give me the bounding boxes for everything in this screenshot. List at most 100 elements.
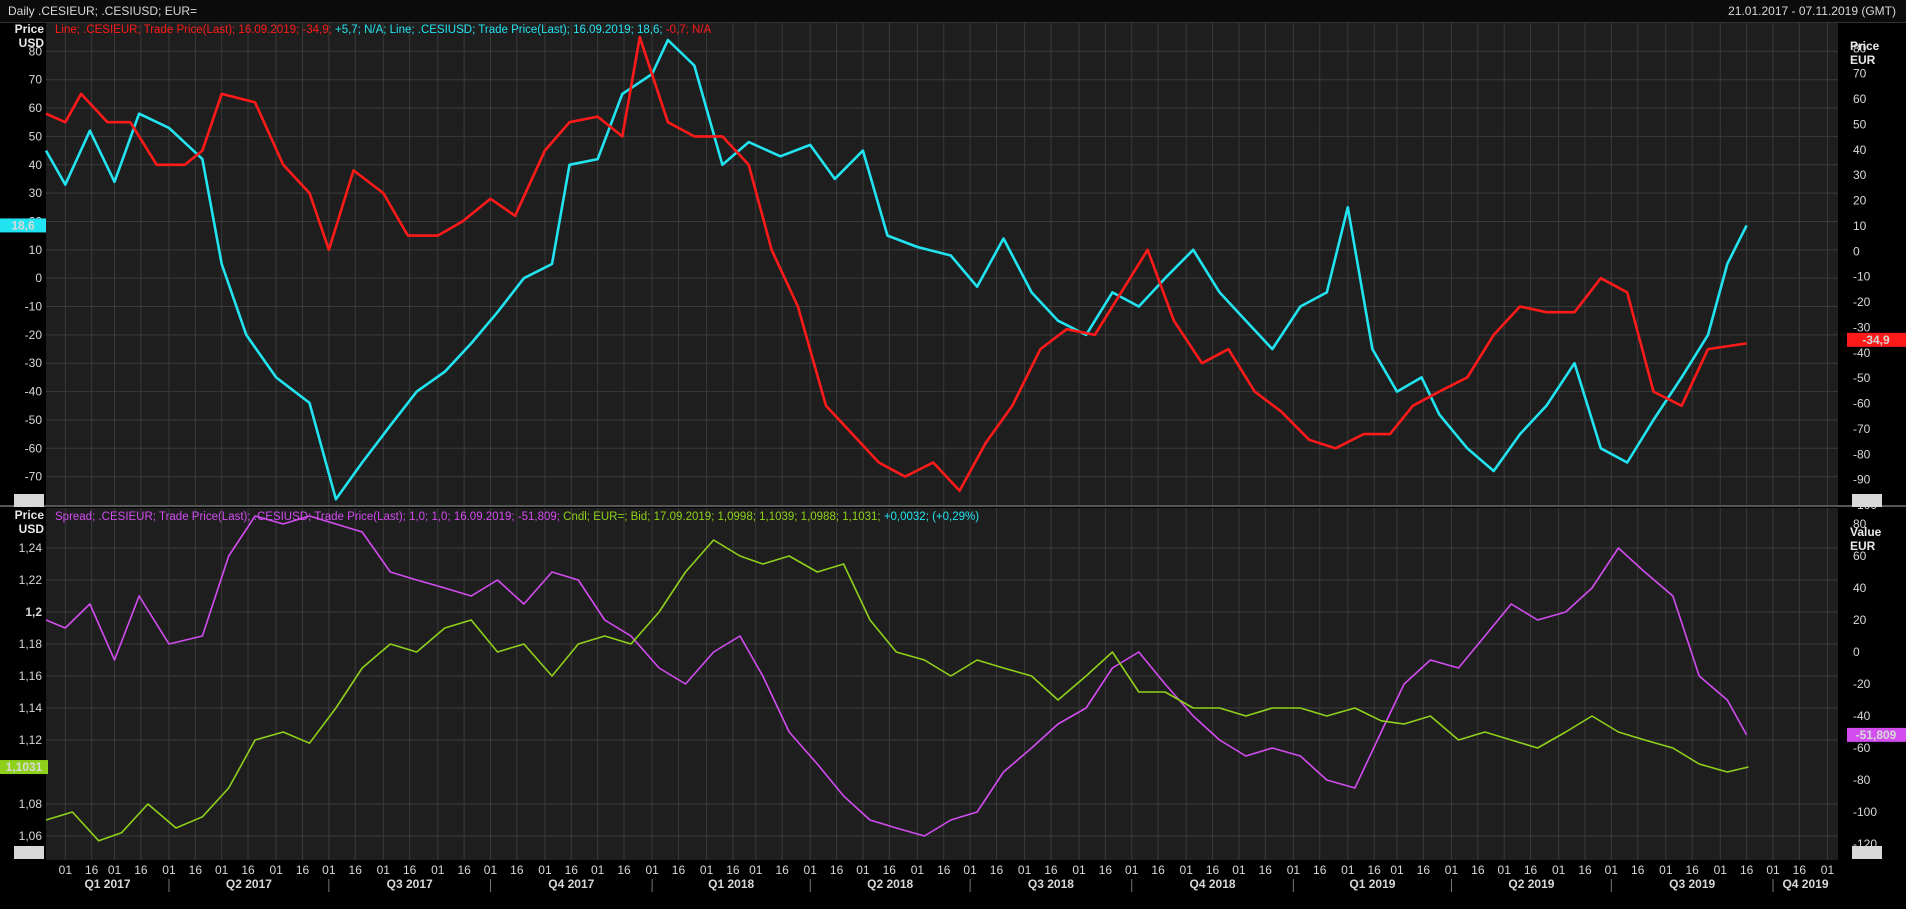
- x-tick-label: 16: [1740, 863, 1754, 877]
- top-legend-part: -34,9: [302, 24, 328, 36]
- x-tick-label: 16: [1259, 863, 1273, 877]
- top-right-y-tick-label: -80: [1853, 447, 1871, 461]
- x-tick-label: 16: [1368, 863, 1382, 877]
- bottom-left-y-tick-label: 1,22: [19, 573, 43, 587]
- top-right-y-tick-label: -70: [1853, 422, 1871, 436]
- top-right-y-tick-label: 0: [1853, 244, 1860, 258]
- x-tick-label: 01: [377, 863, 391, 877]
- bottom-left-y-tick-label: 1,16: [19, 669, 43, 683]
- top-legend-part: -0,7; N/A: [666, 24, 712, 36]
- x-tick-label: 16: [1099, 863, 1113, 877]
- top-left-y-tick-label: 60: [29, 101, 43, 115]
- series-line-spreadcesieurcesiusd[interactable]: [45, 515, 1748, 837]
- bottom-left-y-tick-label: 1,14: [19, 701, 43, 715]
- bottom-right-auto-button[interactable]: [1852, 846, 1882, 859]
- top-left-y-tick-label: 50: [29, 129, 43, 143]
- top-right-y-tick-label: 60: [1853, 92, 1867, 106]
- x-tick-label: 16: [349, 863, 363, 877]
- top-right-y-tick-label: 20: [1853, 194, 1867, 208]
- top-panel-plot-area: [46, 23, 1838, 505]
- top-left-y-tick-label: 0: [35, 271, 42, 285]
- x-tick-label: 01: [1072, 863, 1086, 877]
- x-tick-label: 16: [189, 863, 203, 877]
- bottom-left-last-value-label: 1,1031: [6, 760, 43, 774]
- x-tick-label: 01: [911, 863, 925, 877]
- x-tick-label: 16: [134, 863, 148, 877]
- top-left-y-tick-label: -30: [25, 356, 43, 370]
- x-tick-label: 01: [162, 863, 176, 877]
- bottom-left-last-value-flag: [0, 760, 48, 775]
- bottom-left-axis-title: Price: [15, 508, 45, 522]
- x-tick-label: 01: [1714, 863, 1728, 877]
- x-tick-label: 16: [1044, 863, 1058, 877]
- top-left-y-tick-label: 80: [29, 44, 43, 58]
- quarter-label: Q3 2018: [1028, 877, 1074, 891]
- x-tick-label: 16: [1686, 863, 1700, 877]
- x-tick-label: 01: [963, 863, 977, 877]
- x-tick-label: 01: [1018, 863, 1032, 877]
- top-right-y-tick-label: -20: [1853, 295, 1871, 309]
- bottom-right-y-tick-label: 60: [1853, 549, 1867, 563]
- top-left-y-tick-label: -70: [25, 470, 43, 484]
- bottom-right-y-tick-label: -100: [1853, 805, 1877, 819]
- x-tick-label: 16: [457, 863, 471, 877]
- top-left-y-tick-label: -10: [25, 300, 43, 314]
- x-tick-label: 01: [215, 863, 229, 877]
- x-tick-label: 01: [1498, 863, 1512, 877]
- top-right-axis-unit: EUR: [1850, 53, 1876, 67]
- quarter-label: Q1 2019: [1349, 877, 1395, 891]
- bottom-right-axis-unit: EUR: [1850, 539, 1876, 553]
- x-tick-label: 16: [1417, 863, 1431, 877]
- series-line-eur[interactable]: [45, 539, 1749, 842]
- top-left-y-tick-label: -40: [25, 385, 43, 399]
- top-right-axis-title: Price: [1850, 39, 1880, 53]
- bottom-right-y-tick-label: -60: [1853, 741, 1871, 755]
- bottom-left-y-tick-label: 1,24: [19, 541, 43, 555]
- x-tick-label: 16: [241, 863, 255, 877]
- bottom-left-y-tick-label: 1,08: [19, 797, 43, 811]
- x-tick-label: 16: [1471, 863, 1485, 877]
- top-left-y-tick-label: -60: [25, 441, 43, 455]
- x-tick-label: 01: [856, 863, 870, 877]
- quarter-label: Q2 2017: [226, 877, 272, 891]
- bottom-right-last-value-flag: [1847, 727, 1906, 742]
- x-tick-label: 01: [484, 863, 498, 877]
- x-tick-label: 01: [1341, 863, 1355, 877]
- quarter-label: Q4 2019: [1782, 877, 1828, 891]
- bottom-right-y-tick-label: -20: [1853, 677, 1871, 691]
- top-right-last-value-label: -34,9: [1862, 333, 1890, 347]
- top-right-auto-button[interactable]: [1852, 494, 1882, 507]
- quarter-label: Q3 2019: [1669, 877, 1715, 891]
- bottom-left-axis-unit: USD: [19, 522, 45, 536]
- x-tick-label: 01: [1766, 863, 1780, 877]
- bottom-legend-part: Cndl; EUR=; Bid; 17.09.2019; 1,0998; 1,1…: [563, 511, 884, 523]
- top-legend: Line; .CESIEUR; Trade Price(Last); 16.09…: [55, 24, 712, 36]
- x-tick-label: 01: [1659, 863, 1673, 877]
- top-right-y-tick-label: 50: [1853, 117, 1867, 131]
- bottom-legend: Spread; .CESIEUR; Trade Price(Last); .CE…: [55, 511, 979, 523]
- x-tick-label: 16: [672, 863, 686, 877]
- x-tick-label: 16: [1151, 863, 1165, 877]
- series-line-cesieur[interactable]: [45, 35, 1747, 493]
- top-left-y-tick-label: 70: [29, 73, 43, 87]
- x-tick-label: 01: [1232, 863, 1246, 877]
- x-tick-label: 01: [322, 863, 336, 877]
- top-right-y-tick-label: 40: [1853, 143, 1867, 157]
- top-right-y-tick-label: -40: [1853, 346, 1871, 360]
- top-right-y-tick-label: 80: [1853, 41, 1867, 55]
- top-left-auto-button[interactable]: [14, 494, 44, 507]
- quarter-label: Q1 2017: [84, 877, 130, 891]
- bottom-legend-part: Spread; .CESIEUR; Trade Price(Last); .CE…: [55, 511, 563, 523]
- x-tick-label: 16: [775, 863, 789, 877]
- x-tick-label: 01: [1552, 863, 1566, 877]
- x-tick-label: 16: [883, 863, 897, 877]
- bottom-left-auto-button[interactable]: [14, 846, 44, 859]
- top-left-axis-unit: USD: [19, 36, 45, 50]
- bottom-left-y-tick-label: 1,2: [25, 605, 42, 619]
- x-tick-label: 16: [1313, 863, 1327, 877]
- series-line-cesiusd[interactable]: [44, 38, 1748, 501]
- top-right-y-tick-label: -60: [1853, 397, 1871, 411]
- top-legend-part: +5,7; N/A; Line; .CESIUSD; Trade Price(L…: [335, 24, 666, 36]
